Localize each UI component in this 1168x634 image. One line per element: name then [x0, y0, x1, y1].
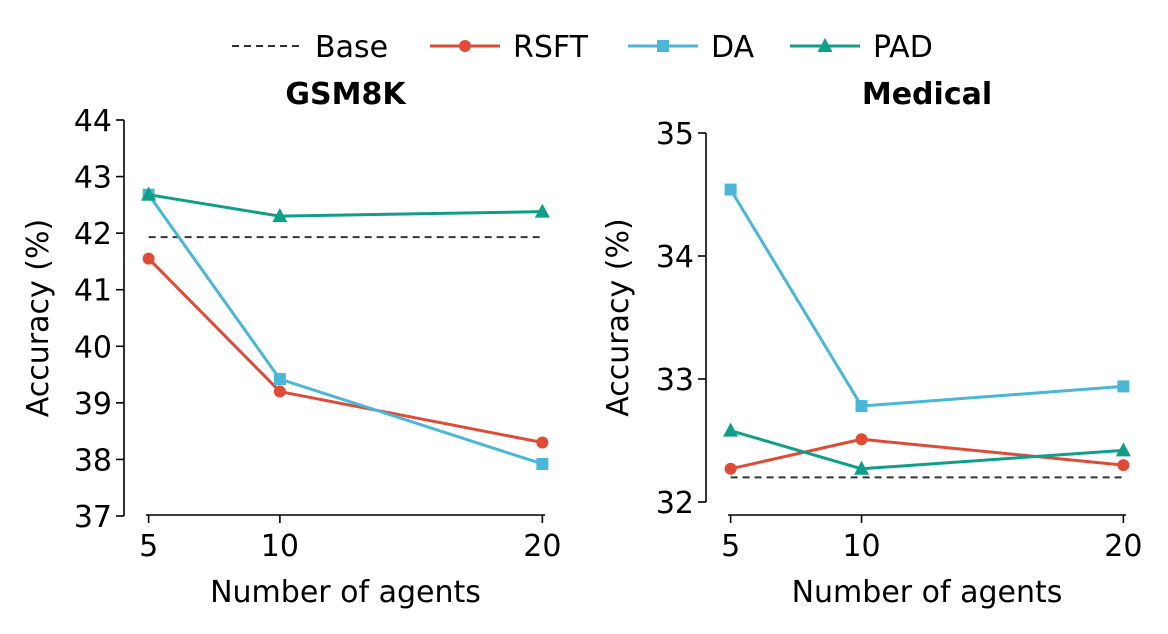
y-tick-label: 32 [656, 486, 694, 521]
data-point-pad [141, 186, 157, 201]
y-tick-label: 43 [74, 161, 112, 196]
data-point-pad [723, 422, 739, 437]
y-tick-label: 34 [656, 240, 694, 275]
data-point-pad [272, 208, 288, 223]
data-point-rsft [855, 433, 868, 446]
y-tick-label: 37 [74, 500, 112, 535]
panel-title: Medical [862, 77, 992, 112]
series-rsft [142, 252, 549, 449]
y-axis-label: Accuracy (%) [21, 219, 56, 417]
data-point-da [1117, 380, 1130, 393]
legend-label-pad: PAD [873, 30, 933, 65]
series-line-da [147, 193, 543, 466]
legend-item-rsft: RSFT [430, 30, 589, 65]
y-tick-label: 33 [656, 363, 694, 398]
legend-item-base: Base [232, 30, 388, 65]
data-point-pad [534, 203, 550, 218]
series-line-pad [148, 193, 543, 218]
series-line-da [729, 188, 1124, 408]
legend-marker-da [657, 40, 669, 52]
data-point-da [536, 457, 549, 470]
y-tick-label: 42 [74, 217, 112, 252]
data-point-rsft [1117, 459, 1130, 472]
panel-medical: Medical 32 33 34 35 5 10 20 Number of agents Accu… [601, 77, 1142, 610]
y-tick-label: 44 [74, 104, 112, 139]
legend-marker-pad [817, 38, 833, 52]
panel-gsm8k: GSM8K 37 38 39 40 41 42 43 44 5 10 20 Number of agen… [21, 77, 561, 610]
y-tick-label: 38 [74, 443, 112, 478]
panel-title: GSM8K [285, 77, 407, 112]
legend: Base RSFT DA PAD [232, 30, 933, 65]
y-tick-label: 39 [74, 387, 112, 422]
data-point-rsft [273, 385, 286, 398]
x-tick-label: 10 [842, 529, 880, 564]
data-point-da [273, 373, 286, 386]
x-axis-label: Number of agents [210, 575, 481, 610]
series-line-pad [730, 429, 1124, 471]
y-axis-label: Accuracy (%) [601, 218, 636, 416]
series-line-rsft [147, 257, 543, 444]
legend-item-pad: PAD [790, 30, 933, 65]
legend-label-rsft: RSFT [513, 30, 589, 65]
y-tick-label: 40 [74, 330, 112, 365]
x-axis-label: Number of agents [792, 575, 1063, 610]
legend-marker-rsft [459, 40, 471, 52]
legend-item-da: DA [628, 30, 755, 65]
series-pad [723, 422, 1131, 475]
data-point-pad [1115, 442, 1131, 457]
x-tick-label: 20 [523, 529, 561, 564]
data-point-rsft [142, 252, 155, 265]
data-point-rsft [724, 462, 737, 475]
x-tick-label: 20 [1104, 529, 1142, 564]
legend-label-da: DA [711, 30, 755, 65]
series-da [142, 188, 549, 470]
y-tick-label: 35 [656, 117, 694, 152]
x-tick-label: 5 [139, 529, 158, 564]
data-point-da [724, 183, 737, 196]
data-point-da [855, 400, 868, 413]
data-point-rsft [536, 436, 549, 449]
series-da [724, 183, 1130, 413]
series-pad [141, 186, 550, 223]
y-tick-label: 41 [74, 274, 112, 309]
x-tick-label: 10 [261, 529, 299, 564]
x-tick-label: 5 [721, 529, 740, 564]
legend-label-base: Base [315, 30, 388, 65]
data-point-pad [854, 460, 870, 475]
